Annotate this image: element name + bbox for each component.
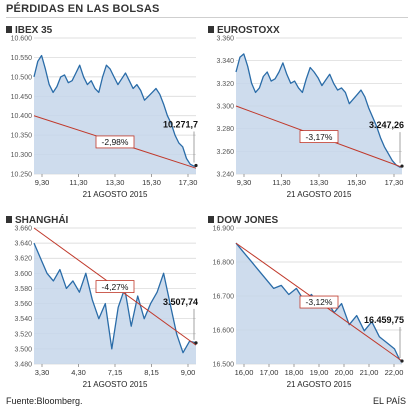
y-tick-label: 3.560 xyxy=(14,301,32,308)
x-tick-label: 4,30 xyxy=(71,368,86,377)
page-title: PÉRDIDAS EN LAS BOLSAS xyxy=(6,3,160,15)
y-tick-label: 10.400 xyxy=(11,113,33,120)
y-tick-label: 3.580 xyxy=(14,286,32,293)
last-value-label: 3.507,74 xyxy=(163,297,198,307)
last-point xyxy=(194,341,198,345)
change-box xyxy=(299,295,339,309)
x-tick-label: 20,00 xyxy=(335,368,354,377)
x-tick-label: 8,15 xyxy=(144,368,159,377)
series-area xyxy=(34,243,196,364)
x-tick-label: 17,30 xyxy=(385,178,404,187)
y-tick-label: 16.600 xyxy=(213,328,235,335)
x-tick-label: 15,30 xyxy=(142,178,161,187)
series-line xyxy=(235,53,403,168)
y-tick-label: 16.900 xyxy=(213,226,235,233)
y-tick-label: 3.320 xyxy=(216,81,234,88)
y-tick-label: 3.640 xyxy=(14,241,32,248)
y-tick-label: 16.700 xyxy=(213,294,235,301)
x-tick-label: 9,30 xyxy=(35,178,50,187)
change-label: -4,27% xyxy=(102,282,129,292)
title-bullet xyxy=(6,26,12,33)
last-point xyxy=(400,359,404,363)
x-tick-label: 18,00 xyxy=(285,368,304,377)
x-tick-label: 17,30 xyxy=(179,178,198,187)
x-axis-title: 21 AGOSTO 2015 xyxy=(83,190,148,199)
chart-title: DOW JONES xyxy=(217,215,278,226)
last-point xyxy=(400,164,404,168)
x-axis-title: 21 AGOSTO 2015 xyxy=(83,380,148,389)
chart-title: EUROSTOXX xyxy=(217,25,280,36)
y-tick-label: 3.360 xyxy=(216,36,234,43)
x-tick-label: 11,30 xyxy=(272,178,290,187)
chart-title: IBEX 35 xyxy=(15,25,53,36)
y-tick-label: 3.620 xyxy=(14,256,32,263)
source-note: Fuente:Bloomberg. xyxy=(6,396,83,406)
x-tick-label: 9,30 xyxy=(237,178,252,187)
change-label: -2,98% xyxy=(102,137,129,147)
series-area xyxy=(236,53,402,174)
title-bullet xyxy=(208,26,214,33)
y-tick-label: 3.480 xyxy=(14,362,32,369)
last-value-label: 10.271,7 xyxy=(163,119,198,129)
chart-title: SHANGHÁI xyxy=(15,213,69,226)
y-tick-label: 10.600 xyxy=(11,36,33,43)
chart-dowjones: DOW JONES16.90016.80016.70016.60016.5001… xyxy=(208,215,404,389)
x-tick-label: 13,30 xyxy=(310,178,329,187)
y-tick-label: 16.800 xyxy=(213,260,235,267)
x-axis-title: 21 AGOSTO 2015 xyxy=(287,380,352,389)
y-tick-label: 3.520 xyxy=(14,331,32,338)
y-tick-label: 3.660 xyxy=(14,226,32,233)
x-tick-label: 9,00 xyxy=(181,368,196,377)
change-box xyxy=(95,135,135,149)
series-area xyxy=(34,55,196,174)
x-tick-label: 17,00 xyxy=(260,368,279,377)
x-tick-label: 22,00 xyxy=(385,368,404,377)
change-label: -3,17% xyxy=(306,132,333,142)
change-box xyxy=(299,130,339,143)
y-tick-label: 10.250 xyxy=(11,172,33,179)
last-value-label: 3.247,26 xyxy=(369,120,404,130)
series-area xyxy=(236,243,402,364)
change-label: -3,12% xyxy=(306,297,333,307)
x-tick-label: 21,00 xyxy=(360,368,379,377)
series-line xyxy=(33,242,197,354)
x-axis-title: 21 AGOSTO 2015 xyxy=(287,190,352,199)
last-value-label: 16.459,75 xyxy=(364,315,404,325)
y-tick-label: 3.500 xyxy=(14,346,32,353)
change-box xyxy=(95,280,135,293)
y-tick-label: 10.300 xyxy=(11,152,33,159)
y-tick-label: 3.340 xyxy=(216,58,234,65)
y-tick-label: 3.240 xyxy=(216,172,234,179)
x-tick-label: 3,30 xyxy=(35,368,50,377)
x-tick-label: 13,30 xyxy=(106,178,125,187)
x-tick-label: 7,15 xyxy=(108,368,123,377)
y-tick-label: 10.450 xyxy=(11,94,33,101)
y-tick-label: 3.540 xyxy=(14,316,32,323)
y-tick-label: 16.500 xyxy=(213,362,235,369)
y-tick-label: 3.280 xyxy=(216,126,234,133)
y-tick-label: 3.300 xyxy=(216,104,234,111)
title-bullet xyxy=(208,216,214,223)
y-tick-label: 3.600 xyxy=(14,271,32,278)
y-tick-label: 10.550 xyxy=(11,55,33,62)
x-tick-label: 15,30 xyxy=(347,178,366,187)
x-tick-label: 16,00 xyxy=(235,368,254,377)
title-bullet xyxy=(6,216,12,223)
x-tick-label: 11,30 xyxy=(69,178,87,187)
brand-credit: EL PAÍS xyxy=(372,396,406,406)
last-point xyxy=(194,163,198,168)
y-tick-label: 10.500 xyxy=(11,74,33,81)
title-divider xyxy=(6,17,408,18)
y-tick-label: 10.350 xyxy=(11,133,33,140)
y-tick-label: 3.260 xyxy=(216,149,234,156)
x-tick-label: 19,00 xyxy=(310,368,329,377)
series-line xyxy=(33,54,197,167)
